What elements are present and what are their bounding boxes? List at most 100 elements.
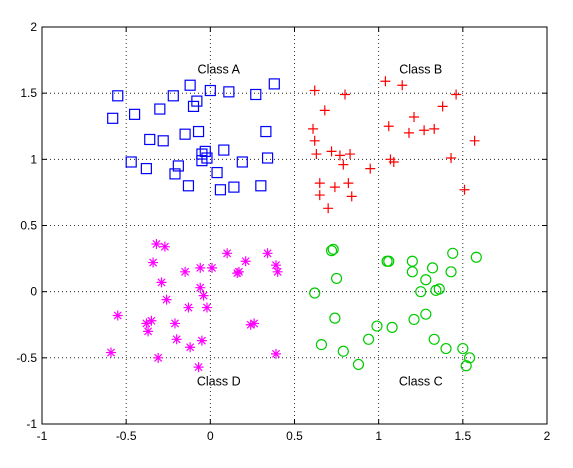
asterisk-marker: [183, 302, 194, 313]
plus-marker: [338, 159, 349, 170]
plus-marker: [311, 149, 322, 160]
asterisk-marker: [262, 248, 273, 259]
plus-marker: [329, 182, 340, 193]
x-axis-tick-labels: -1 -0.5 0 0.5 1 1.5 2: [37, 429, 551, 443]
circle-marker: [445, 266, 457, 278]
circle-marker: [383, 255, 395, 267]
x-tick-label: -1: [37, 429, 48, 443]
square-marker: [184, 79, 196, 91]
circle-marker: [337, 345, 349, 357]
plus-marker: [323, 203, 334, 214]
plot-frame: [41, 26, 548, 425]
circle-marker: [420, 274, 432, 286]
plus-marker: [309, 85, 320, 96]
plus-marker: [459, 184, 470, 195]
circle-marker: [406, 266, 418, 278]
square-marker: [261, 152, 274, 164]
y-tick-label: 0: [30, 285, 37, 299]
plus-marker: [380, 76, 391, 87]
y-tick-label: 2: [30, 20, 37, 34]
plus-marker: [469, 135, 480, 146]
square-marker: [125, 156, 137, 168]
y-tick-label: 1: [30, 152, 37, 166]
y-tick-label: -1: [26, 417, 37, 431]
circle-marker: [433, 283, 445, 295]
x-tick-label: -0.5: [116, 429, 137, 443]
plus-marker: [437, 101, 448, 112]
circle-marker: [457, 342, 469, 355]
x-tick-label: 0.5: [286, 429, 303, 443]
class-annotations: Class A Class B Class D Class C: [197, 62, 443, 388]
x-tick-label: 1: [375, 429, 382, 443]
square-marker: [255, 180, 267, 192]
plus-marker: [383, 121, 394, 132]
square-marker: [228, 181, 240, 193]
plus-marker: [409, 111, 420, 122]
x-tick-label: 0: [207, 429, 214, 443]
square-marker: [268, 78, 280, 90]
asterisk-marker: [249, 318, 260, 329]
circle-marker: [327, 243, 339, 255]
circle-marker: [470, 251, 482, 263]
asterisk-marker: [195, 262, 206, 273]
square-marker: [250, 88, 262, 101]
plus-marker: [343, 178, 354, 189]
square-marker: [182, 180, 195, 192]
plus-marker: [403, 127, 414, 138]
class-label: Class B: [399, 62, 442, 76]
square-marker: [223, 86, 235, 98]
square-marker: [157, 135, 169, 147]
asterisk-marker: [180, 266, 191, 277]
asterisk-marker: [240, 256, 251, 267]
square-marker: [140, 162, 152, 175]
circle-marker: [415, 286, 427, 298]
asterisk-marker: [193, 362, 204, 373]
square-marker: [172, 160, 184, 172]
plus-marker: [314, 190, 325, 201]
plus-marker: [345, 149, 356, 160]
asterisk-marker: [245, 319, 256, 330]
square-marker: [214, 184, 227, 196]
y-tick-label: -0.5: [16, 351, 37, 365]
square-marker: [218, 144, 230, 156]
data-points: [106, 76, 482, 373]
circle-marker: [330, 272, 343, 285]
y-axis-tick-labels: -1 -0.5 0 0.5 1 1.5 2: [16, 20, 37, 431]
class-label: Class A: [198, 62, 241, 76]
circle-marker: [362, 333, 375, 345]
square-marker: [211, 166, 223, 179]
plus-marker: [309, 135, 320, 146]
square-marker: [236, 156, 248, 168]
square-marker: [167, 90, 179, 102]
plus-marker: [419, 125, 430, 136]
asterisk-marker: [159, 241, 170, 252]
y-tick-label: 0.5: [20, 219, 37, 233]
plus-marker: [326, 146, 337, 157]
plus-marker: [346, 191, 357, 202]
square-marker: [201, 152, 213, 164]
asterisk-marker: [270, 260, 281, 271]
asterisk-marker: [233, 266, 244, 277]
circle-marker: [309, 287, 321, 299]
asterisk-marker: [156, 277, 167, 288]
asterisk-marker: [161, 294, 172, 305]
plus-marker: [397, 80, 408, 91]
circle-marker: [408, 313, 420, 326]
square-marker: [154, 103, 166, 115]
plus-marker: [446, 153, 457, 164]
plus-marker: [451, 89, 462, 100]
asterisk-marker: [195, 282, 206, 293]
circle-marker: [428, 333, 440, 345]
plus-marker: [365, 163, 376, 174]
square-marker: [191, 95, 203, 107]
asterisk-marker: [272, 266, 283, 277]
square-marker: [107, 112, 119, 124]
plus-marker: [340, 89, 350, 100]
asterisk-marker: [196, 335, 207, 346]
asterisk-marker: [143, 326, 154, 337]
asterisk-marker: [185, 342, 196, 353]
plus-marker: [334, 150, 345, 161]
asterisk-marker: [169, 318, 180, 329]
asterisk-marker: [171, 334, 182, 345]
